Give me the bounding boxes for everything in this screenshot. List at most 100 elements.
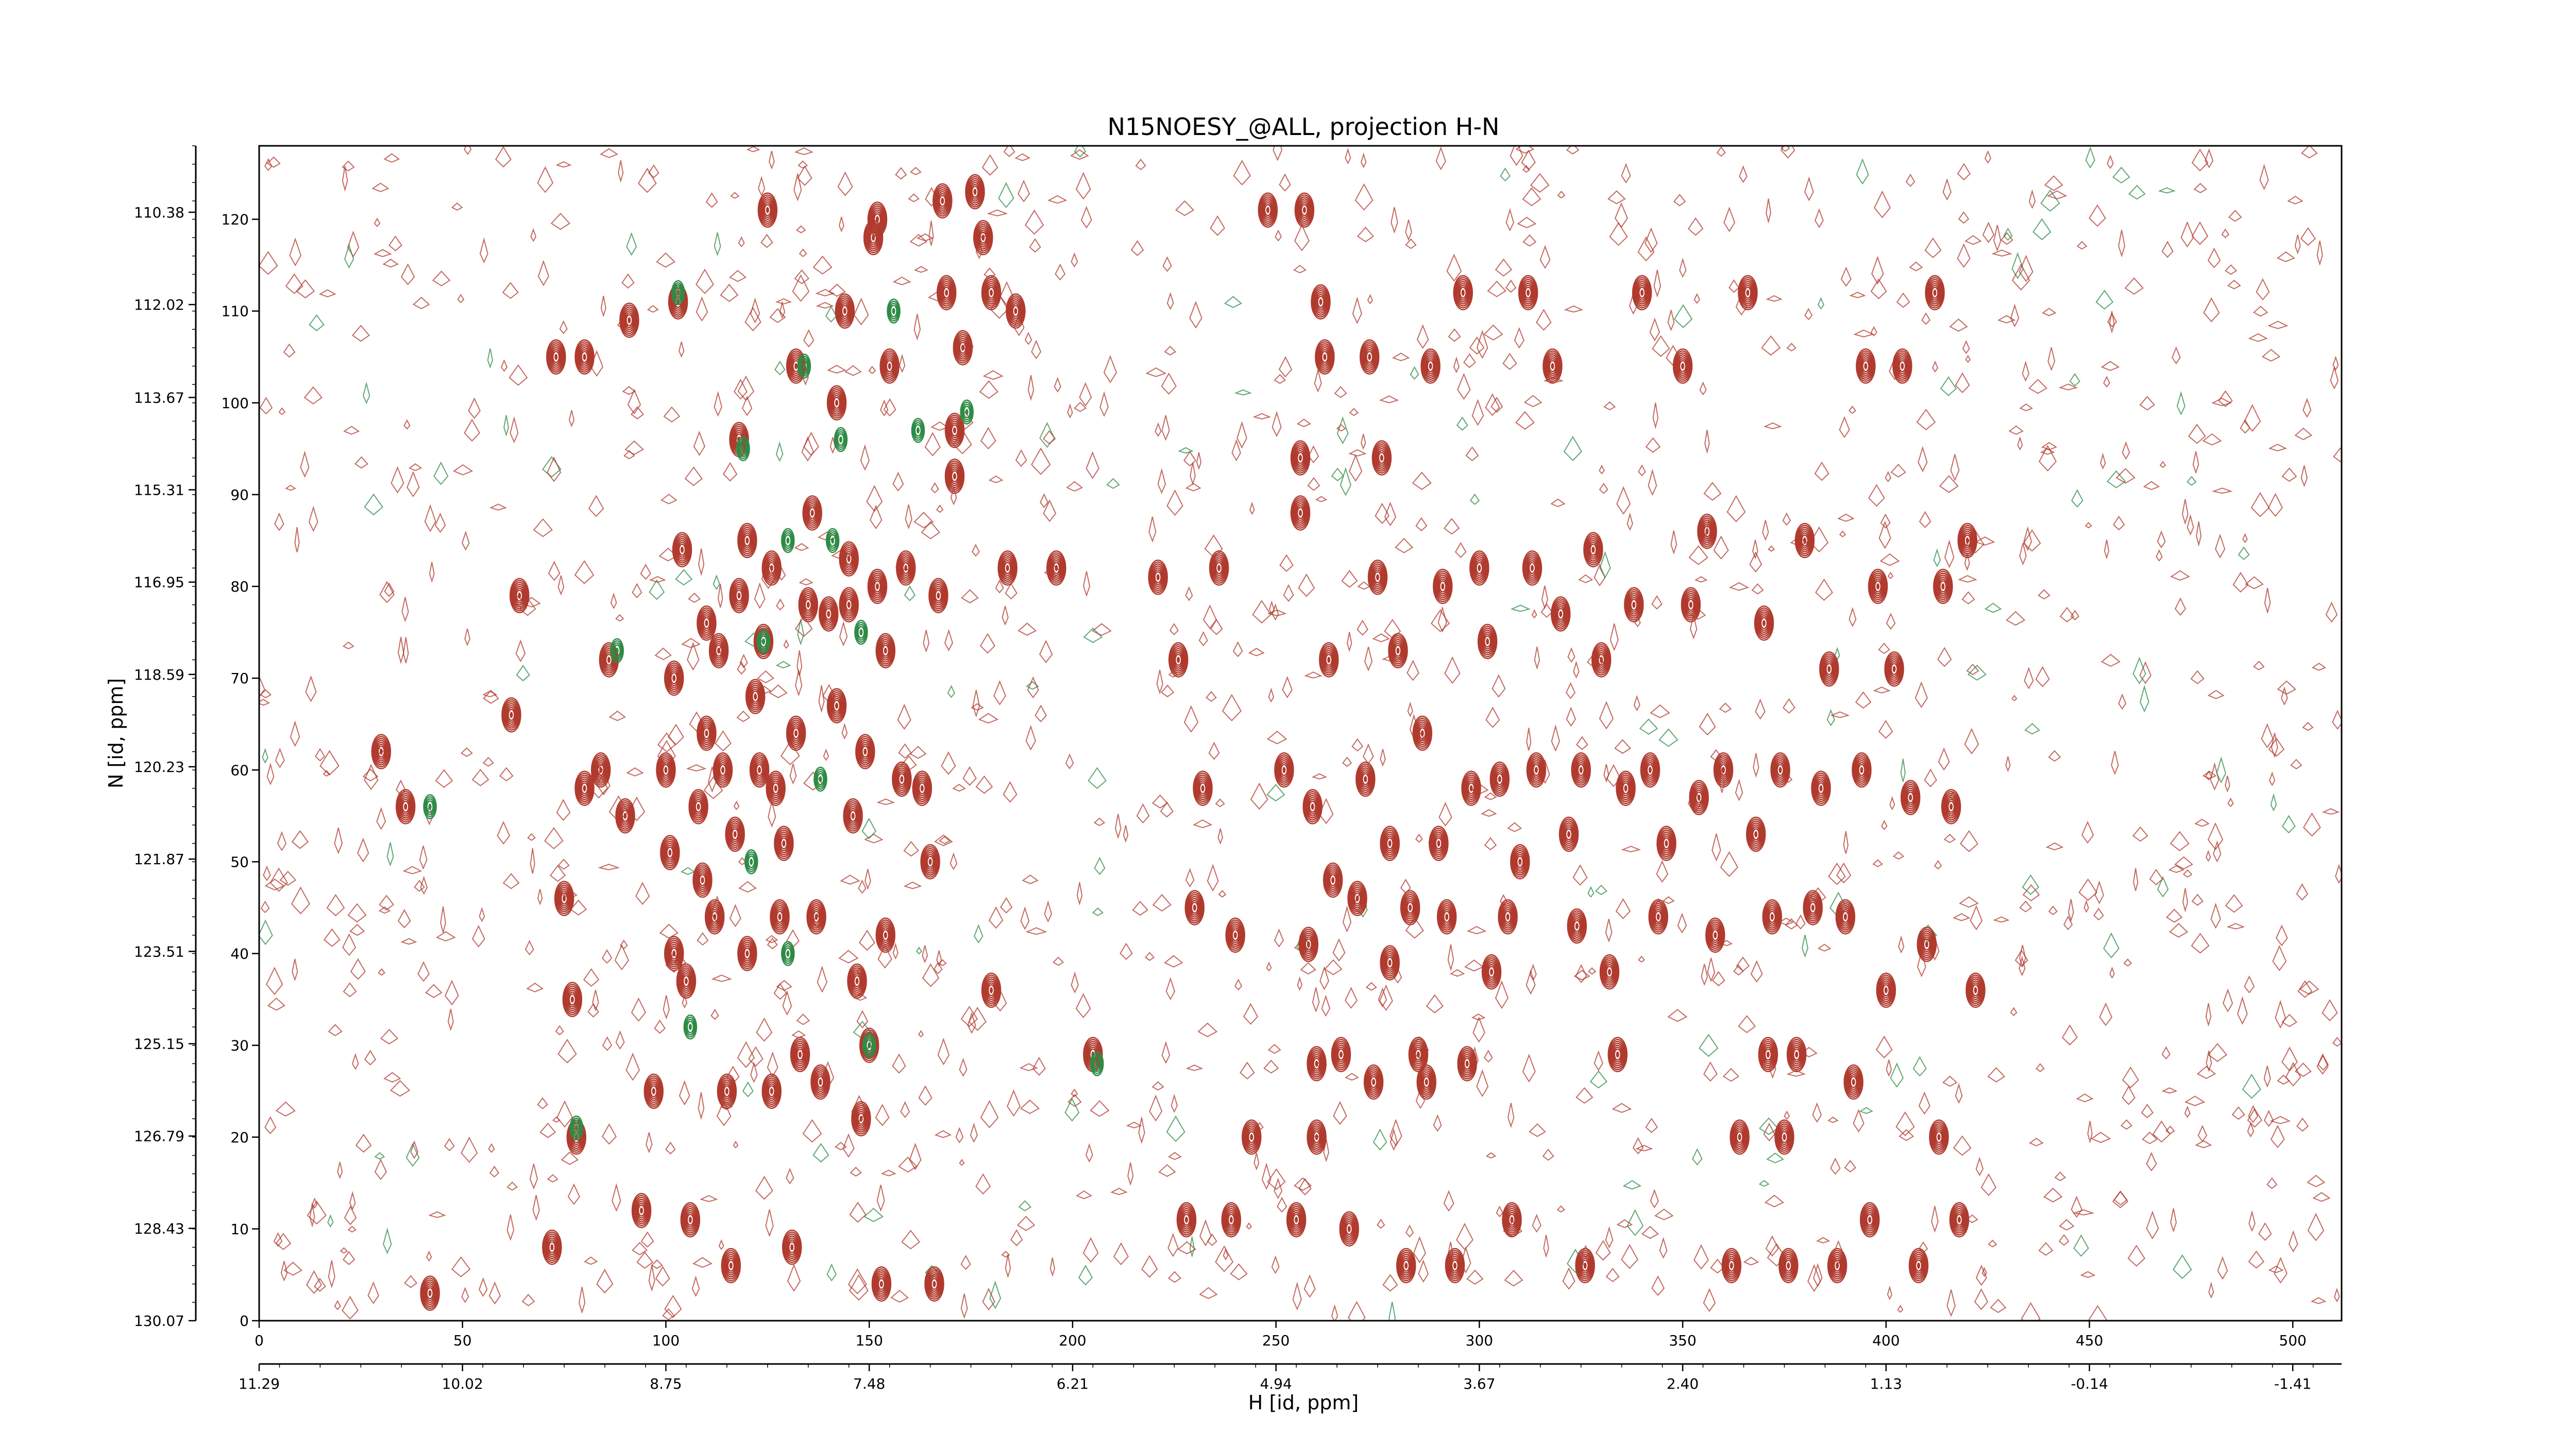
- noise-contour: [334, 828, 343, 854]
- peak-core: [1006, 565, 1009, 571]
- contour-ring: [1276, 756, 1292, 784]
- noise-contour: [2282, 815, 2296, 834]
- noise-contour: [482, 756, 494, 767]
- noise-contour: [2146, 1152, 2157, 1172]
- contour-ring: [613, 644, 621, 657]
- contour-ring: [1502, 1202, 1522, 1238]
- noise-contour: [1204, 534, 1223, 558]
- noise-contour: [1232, 641, 1243, 658]
- contour-ring: [1487, 966, 1496, 978]
- noise-contour: [2205, 148, 2214, 169]
- contour-ring: [1913, 1257, 1924, 1274]
- noise-contour: [1485, 1152, 1497, 1159]
- contour-ring: [1643, 758, 1657, 782]
- contour-ring: [854, 619, 868, 645]
- contour-ring: [782, 1229, 802, 1265]
- contour-ring: [1222, 1204, 1241, 1236]
- contour-ring: [699, 609, 715, 637]
- y-ppm-tick-label: 118.59: [134, 666, 184, 683]
- contour-ring: [1637, 284, 1647, 301]
- contour-ring: [1702, 523, 1712, 540]
- noise-contour: [1078, 1265, 1093, 1286]
- contour-ring: [928, 578, 948, 614]
- contour-ring: [579, 347, 590, 367]
- noise-contour: [259, 698, 270, 706]
- noise-contour: [866, 485, 883, 512]
- peak: [697, 715, 717, 751]
- contour-ring: [1894, 352, 1910, 380]
- noise-contour: [903, 881, 922, 889]
- noise-contour: [962, 766, 977, 786]
- noise-contour: [2058, 1234, 2070, 1246]
- contour-ring: [1774, 760, 1786, 780]
- contour-ring: [790, 1037, 810, 1072]
- contour-ring: [1773, 758, 1787, 782]
- peak: [1274, 752, 1294, 788]
- noise-contour: [2111, 751, 2119, 776]
- contour-ring: [984, 978, 998, 1002]
- contour-ring: [621, 306, 637, 334]
- noise-contour: [783, 639, 789, 649]
- contour-ring: [747, 683, 764, 711]
- contour-ring: [1391, 638, 1405, 663]
- contour-ring: [1410, 1040, 1427, 1069]
- peak-core: [778, 914, 782, 920]
- noise-contour: [2166, 908, 2183, 923]
- y-index-tick-label: 30: [230, 1037, 249, 1054]
- contour-ring: [1392, 641, 1404, 661]
- contour-ring: [563, 984, 582, 1016]
- contour-ring: [1551, 596, 1571, 632]
- contour-ring: [1502, 907, 1514, 927]
- noise-contour: [1002, 605, 1009, 626]
- contour-ring: [751, 756, 768, 784]
- contour-ring: [580, 780, 589, 797]
- noise-contour: [1855, 691, 1872, 709]
- peak-core: [1319, 298, 1323, 305]
- noise-contour: [2107, 155, 2114, 170]
- contour-ring: [928, 1274, 940, 1294]
- noise-contour: [1372, 633, 1390, 643]
- contour-ring: [1464, 776, 1478, 800]
- noise-contour: [618, 160, 624, 183]
- noise-contour: [1735, 779, 1743, 801]
- contour-ring: [920, 844, 940, 880]
- contour-ring: [623, 310, 635, 330]
- noise-contour: [892, 942, 899, 960]
- contour-ring: [694, 866, 710, 894]
- noise-contour: [2182, 499, 2189, 525]
- peak-core: [1307, 941, 1310, 948]
- noise-contour: [2123, 958, 2132, 967]
- contour-ring: [574, 339, 595, 375]
- noise-contour: [625, 1052, 640, 1081]
- noise-contour: [905, 504, 912, 530]
- noise-contour: [2208, 1281, 2214, 1299]
- noise-contour: [371, 182, 389, 192]
- noise-contour: [350, 958, 366, 980]
- contour-ring: [1731, 1121, 1749, 1153]
- contour-ring: [1785, 1259, 1792, 1272]
- contour-ring: [1644, 760, 1656, 780]
- noise-contour: [1300, 962, 1316, 975]
- noise-contour: [860, 444, 870, 471]
- contour-ring: [660, 835, 680, 870]
- contour-ring: [840, 303, 850, 319]
- contour-ring: [676, 963, 697, 999]
- contour-ring: [1430, 828, 1448, 860]
- noise-contour: [756, 1017, 773, 1042]
- noise-contour: [1484, 792, 1497, 800]
- noise-contour: [703, 776, 723, 799]
- noise-contour: [1263, 1059, 1279, 1074]
- contour-ring: [786, 1237, 798, 1257]
- contour-ring: [1295, 505, 1306, 521]
- contour-ring: [375, 742, 387, 762]
- noise-contour: [828, 283, 846, 297]
- noise-contour: [1336, 416, 1349, 445]
- noise-contour: [1271, 1255, 1280, 1274]
- contour-ring: [682, 975, 690, 987]
- noise-contour: [1692, 1148, 1703, 1166]
- contour-ring: [843, 798, 863, 834]
- noise-contour: [1148, 516, 1157, 543]
- peak: [664, 660, 684, 696]
- contour-ring: [758, 633, 769, 650]
- noise-contour: [794, 147, 814, 156]
